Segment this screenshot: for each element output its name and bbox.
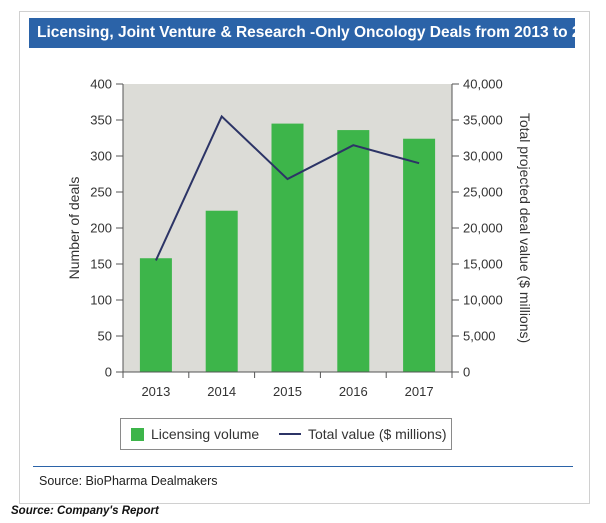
y-tick-label: 200 [90, 221, 112, 236]
legend-label-total-value: Total value ($ millions) [308, 426, 447, 442]
y-tick-label: 0 [105, 365, 112, 380]
y-tick-label: 250 [90, 185, 112, 200]
axes-layer: 0 50 100 150 200 250 300 350 400 0 5,000 10,000 15,0… [90, 77, 502, 400]
legend: Licensing volume Total value ($ millions… [120, 418, 452, 450]
x-tick-label: 2016 [339, 384, 368, 399]
y-axis-title: Number of deals [66, 177, 82, 280]
x-tick-label: 2014 [207, 384, 236, 399]
source-divider [33, 466, 573, 467]
y2-tick-label: 25,000 [463, 185, 503, 200]
source-text: Source: BioPharma Dealmakers [39, 474, 218, 488]
x-tick-label: 2013 [141, 384, 170, 399]
footnote: Source: Company's Report [11, 505, 159, 517]
y-tick-label: 100 [90, 293, 112, 308]
chart-title: Licensing, Joint Venture & Research -Onl… [29, 18, 606, 48]
bar-2017 [403, 138, 436, 372]
x-tick-label: 2017 [405, 384, 434, 399]
legend-item-total-value: Total value ($ millions) [279, 419, 447, 449]
y2-axis-title: Total projected deal value ($ millions) [517, 113, 533, 343]
y2-tick-label: 0 [463, 365, 470, 380]
legend-bar-swatch [131, 427, 144, 441]
y2-tick-label: 15,000 [463, 257, 503, 272]
legend-item-licensing-volume: Licensing volume [131, 419, 259, 449]
bar-2013 [139, 258, 172, 372]
y2-tick-label: 10,000 [463, 293, 503, 308]
bar-2014 [205, 210, 238, 372]
y-tick-label: 150 [90, 257, 112, 272]
x-tick-label: 2015 [273, 384, 302, 399]
y-tick-label: 350 [90, 113, 112, 128]
legend-line-swatch [279, 433, 301, 435]
y2-tick-label: 40,000 [463, 77, 503, 92]
bar-2016 [337, 130, 370, 372]
bars-layer [139, 123, 436, 372]
y2-tick-label: 35,000 [463, 113, 503, 128]
y-tick-label: 50 [98, 329, 112, 344]
total-value-line [154, 114, 420, 261]
y2-tick-label: 20,000 [463, 221, 503, 236]
legend-label-licensing-volume: Licensing volume [151, 426, 260, 442]
y-tick-label: 300 [90, 149, 112, 164]
y2-tick-label: 5,000 [463, 329, 496, 344]
bar-2015 [271, 123, 304, 372]
y2-tick-label: 30,000 [463, 149, 503, 164]
y-tick-label: 400 [90, 77, 112, 92]
